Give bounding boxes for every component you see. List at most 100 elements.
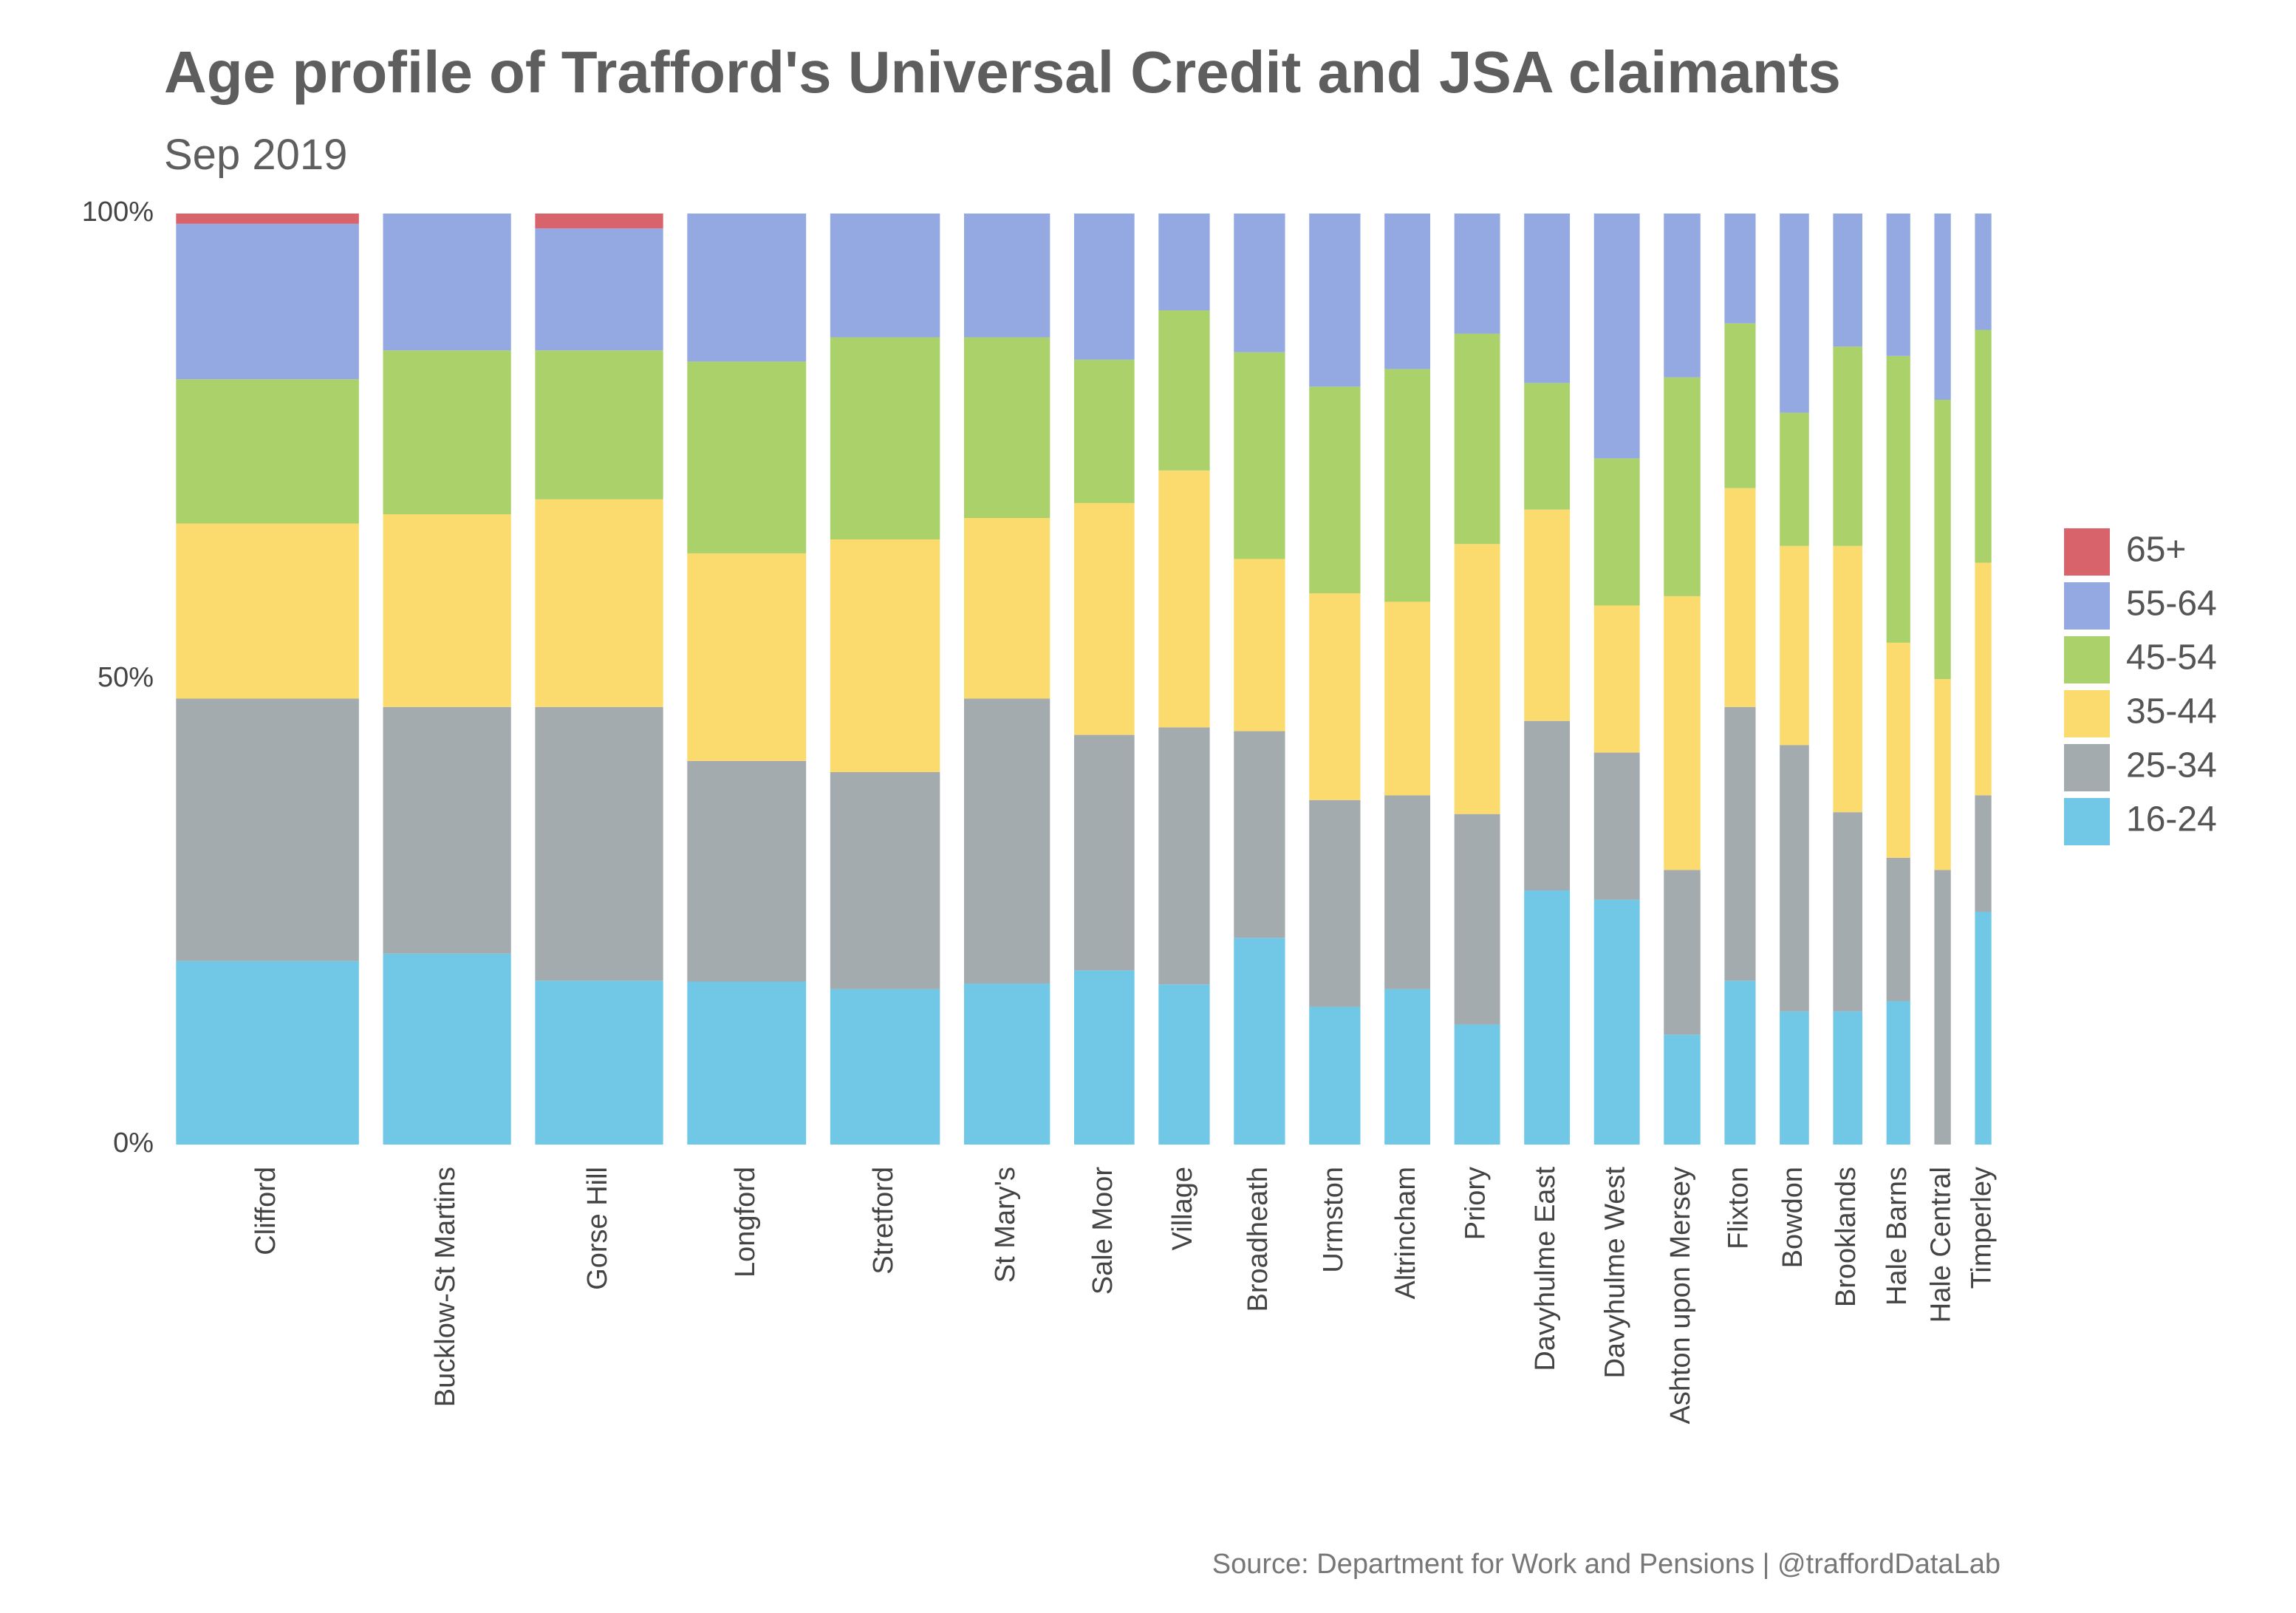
- bar-davyhulme-east-55-64: [1524, 214, 1571, 383]
- bar-bucklow-st-martins-45-54: [383, 350, 511, 514]
- bar-hale-barns-55-64: [1886, 214, 1910, 356]
- bar-bucklow-st-martins-55-64: [383, 214, 511, 351]
- bar-sale-moor-45-54: [1073, 359, 1135, 503]
- bar-timperley-35-44: [1975, 562, 1992, 796]
- y-tick-label-50: 50%: [98, 662, 154, 693]
- bar-sale-moor-35-44: [1073, 502, 1135, 735]
- bar-flixton-45-54: [1724, 323, 1756, 488]
- bar-broadheath-25-34: [1234, 731, 1285, 938]
- bar-urmston-55-64: [1309, 214, 1361, 387]
- bar-flixton-25-34: [1724, 706, 1756, 981]
- bar-broadheath-55-64: [1234, 214, 1285, 352]
- bar-hale-barns-45-54: [1886, 355, 1910, 643]
- bar-gorse-hill-35-44: [535, 499, 663, 707]
- x-tick-label-davyhulme-west: Davyhulme West: [1600, 1167, 1631, 1379]
- bar-gorse-hill-45-54: [535, 350, 663, 499]
- x-tick-label-ashton-upon-mersey: Ashton upon Mersey: [1665, 1167, 1696, 1425]
- bar-davyhulme-east-25-34: [1524, 720, 1571, 891]
- bar-village-55-64: [1158, 214, 1210, 311]
- bar-broadheath-45-54: [1234, 352, 1285, 559]
- bar-clifford-65: [176, 214, 359, 224]
- bar-brooklands-25-34: [1833, 812, 1862, 1012]
- legend-key-35-44: [2064, 690, 2110, 737]
- bar-bowdon-25-34: [1780, 745, 1809, 1012]
- bar-timperley-55-64: [1975, 214, 1992, 330]
- bar-hale-barns-16-24: [1886, 1000, 1910, 1145]
- x-tick-label-sale-moor: Sale Moor: [1087, 1167, 1118, 1295]
- bar-longford-55-64: [687, 214, 807, 362]
- bar-altrincham-55-64: [1384, 214, 1431, 369]
- bar-stretford-45-54: [830, 337, 940, 539]
- bar-bucklow-st-martins-35-44: [383, 514, 511, 707]
- x-axis: Clifford Bucklow-St Martins Gorse Hill Long…: [250, 1167, 1997, 1425]
- bar-bowdon-45-54: [1780, 412, 1809, 546]
- bar-clifford-45-54: [176, 379, 359, 524]
- bar-sale-moor-16-24: [1073, 970, 1135, 1145]
- bar-bowdon-55-64: [1780, 214, 1809, 413]
- bar-flixton-16-24: [1724, 981, 1756, 1145]
- bar-davyhulme-east-16-24: [1524, 890, 1571, 1145]
- bar-sale-moor-55-64: [1073, 214, 1135, 360]
- bar-ashton-upon-mersey-25-34: [1664, 870, 1701, 1035]
- legend-label-55-64: 55-64: [2126, 584, 2217, 624]
- bar-altrincham-45-54: [1384, 369, 1431, 602]
- x-tick-label-bucklow-st-martins: Bucklow-St Martins: [430, 1167, 461, 1407]
- bar-ashton-upon-mersey-16-24: [1664, 1034, 1701, 1145]
- bar-st-mary-s-25-34: [963, 698, 1050, 984]
- bar-stretford-16-24: [830, 989, 940, 1145]
- bar-flixton-35-44: [1724, 488, 1756, 707]
- x-tick-label-hale-barns: Hale Barns: [1882, 1167, 1913, 1306]
- y-tick-label-0: 0%: [113, 1128, 154, 1159]
- x-tick-label-bowdon: Bowdon: [1777, 1167, 1808, 1268]
- bar-stretford-25-34: [830, 772, 940, 989]
- legend-label-65: 65+: [2126, 531, 2186, 570]
- x-tick-label-stretford: Stretford: [868, 1167, 899, 1275]
- bar-urmston-35-44: [1309, 593, 1361, 800]
- bar-timperley-16-24: [1975, 912, 1992, 1145]
- bar-davyhulme-west-55-64: [1593, 214, 1640, 459]
- x-tick-label-st-mary-s: St Mary's: [990, 1167, 1021, 1283]
- y-axis: 0% 50% 100%: [82, 197, 154, 1159]
- x-tick-label-longford: Longford: [730, 1167, 761, 1278]
- bar-longford-45-54: [687, 361, 807, 553]
- bar-davyhulme-west-25-34: [1593, 752, 1640, 900]
- bar-brooklands-35-44: [1833, 545, 1862, 813]
- bar-urmston-25-34: [1309, 799, 1361, 1007]
- bar-hale-central-35-44: [1934, 679, 1951, 870]
- y-tick-label-100: 100%: [82, 197, 154, 228]
- bar-gorse-hill-25-34: [535, 706, 663, 981]
- bar-hale-central-55-64: [1934, 214, 1951, 400]
- bar-clifford-55-64: [176, 223, 359, 380]
- chart-title: Age profile of Trafford's Universal Cred…: [164, 39, 1841, 105]
- bar-stretford-35-44: [830, 539, 940, 772]
- x-tick-label-flixton: Flixton: [1723, 1167, 1754, 1249]
- bar-bowdon-35-44: [1780, 545, 1809, 746]
- bar-hale-barns-25-34: [1886, 857, 1910, 1001]
- bar-ashton-upon-mersey-45-54: [1664, 377, 1701, 596]
- bar-priory-25-34: [1454, 814, 1500, 1025]
- bar-st-mary-s-16-24: [963, 983, 1050, 1145]
- bar-hale-central-25-34: [1934, 870, 1951, 1145]
- bar-clifford-25-34: [176, 698, 359, 961]
- x-tick-label-broadheath: Broadheath: [1243, 1167, 1274, 1312]
- chart-subtitle: Sep 2019: [164, 131, 348, 179]
- bar-altrincham-25-34: [1384, 795, 1431, 989]
- bar-hale-central-45-54: [1934, 400, 1951, 679]
- bar-ashton-upon-mersey-55-64: [1664, 214, 1701, 378]
- legend-label-35-44: 35-44: [2126, 692, 2217, 732]
- bar-urmston-16-24: [1309, 1006, 1361, 1145]
- legend-key-25-34: [2064, 744, 2110, 791]
- bar-ashton-upon-mersey-35-44: [1664, 596, 1701, 870]
- bar-longford-16-24: [687, 981, 807, 1145]
- bar-altrincham-16-24: [1384, 989, 1431, 1145]
- bar-gorse-hill-16-24: [535, 981, 663, 1145]
- bar-st-mary-s-35-44: [963, 518, 1050, 699]
- bar-village-45-54: [1158, 310, 1210, 471]
- bar-timperley-45-54: [1975, 330, 1992, 563]
- bar-gorse-hill-65: [535, 214, 663, 229]
- x-tick-label-village: Village: [1167, 1167, 1198, 1250]
- bar-davyhulme-east-35-44: [1524, 509, 1571, 721]
- x-tick-label-urmston: Urmston: [1318, 1167, 1349, 1273]
- bar-bucklow-st-martins-16-24: [383, 953, 511, 1145]
